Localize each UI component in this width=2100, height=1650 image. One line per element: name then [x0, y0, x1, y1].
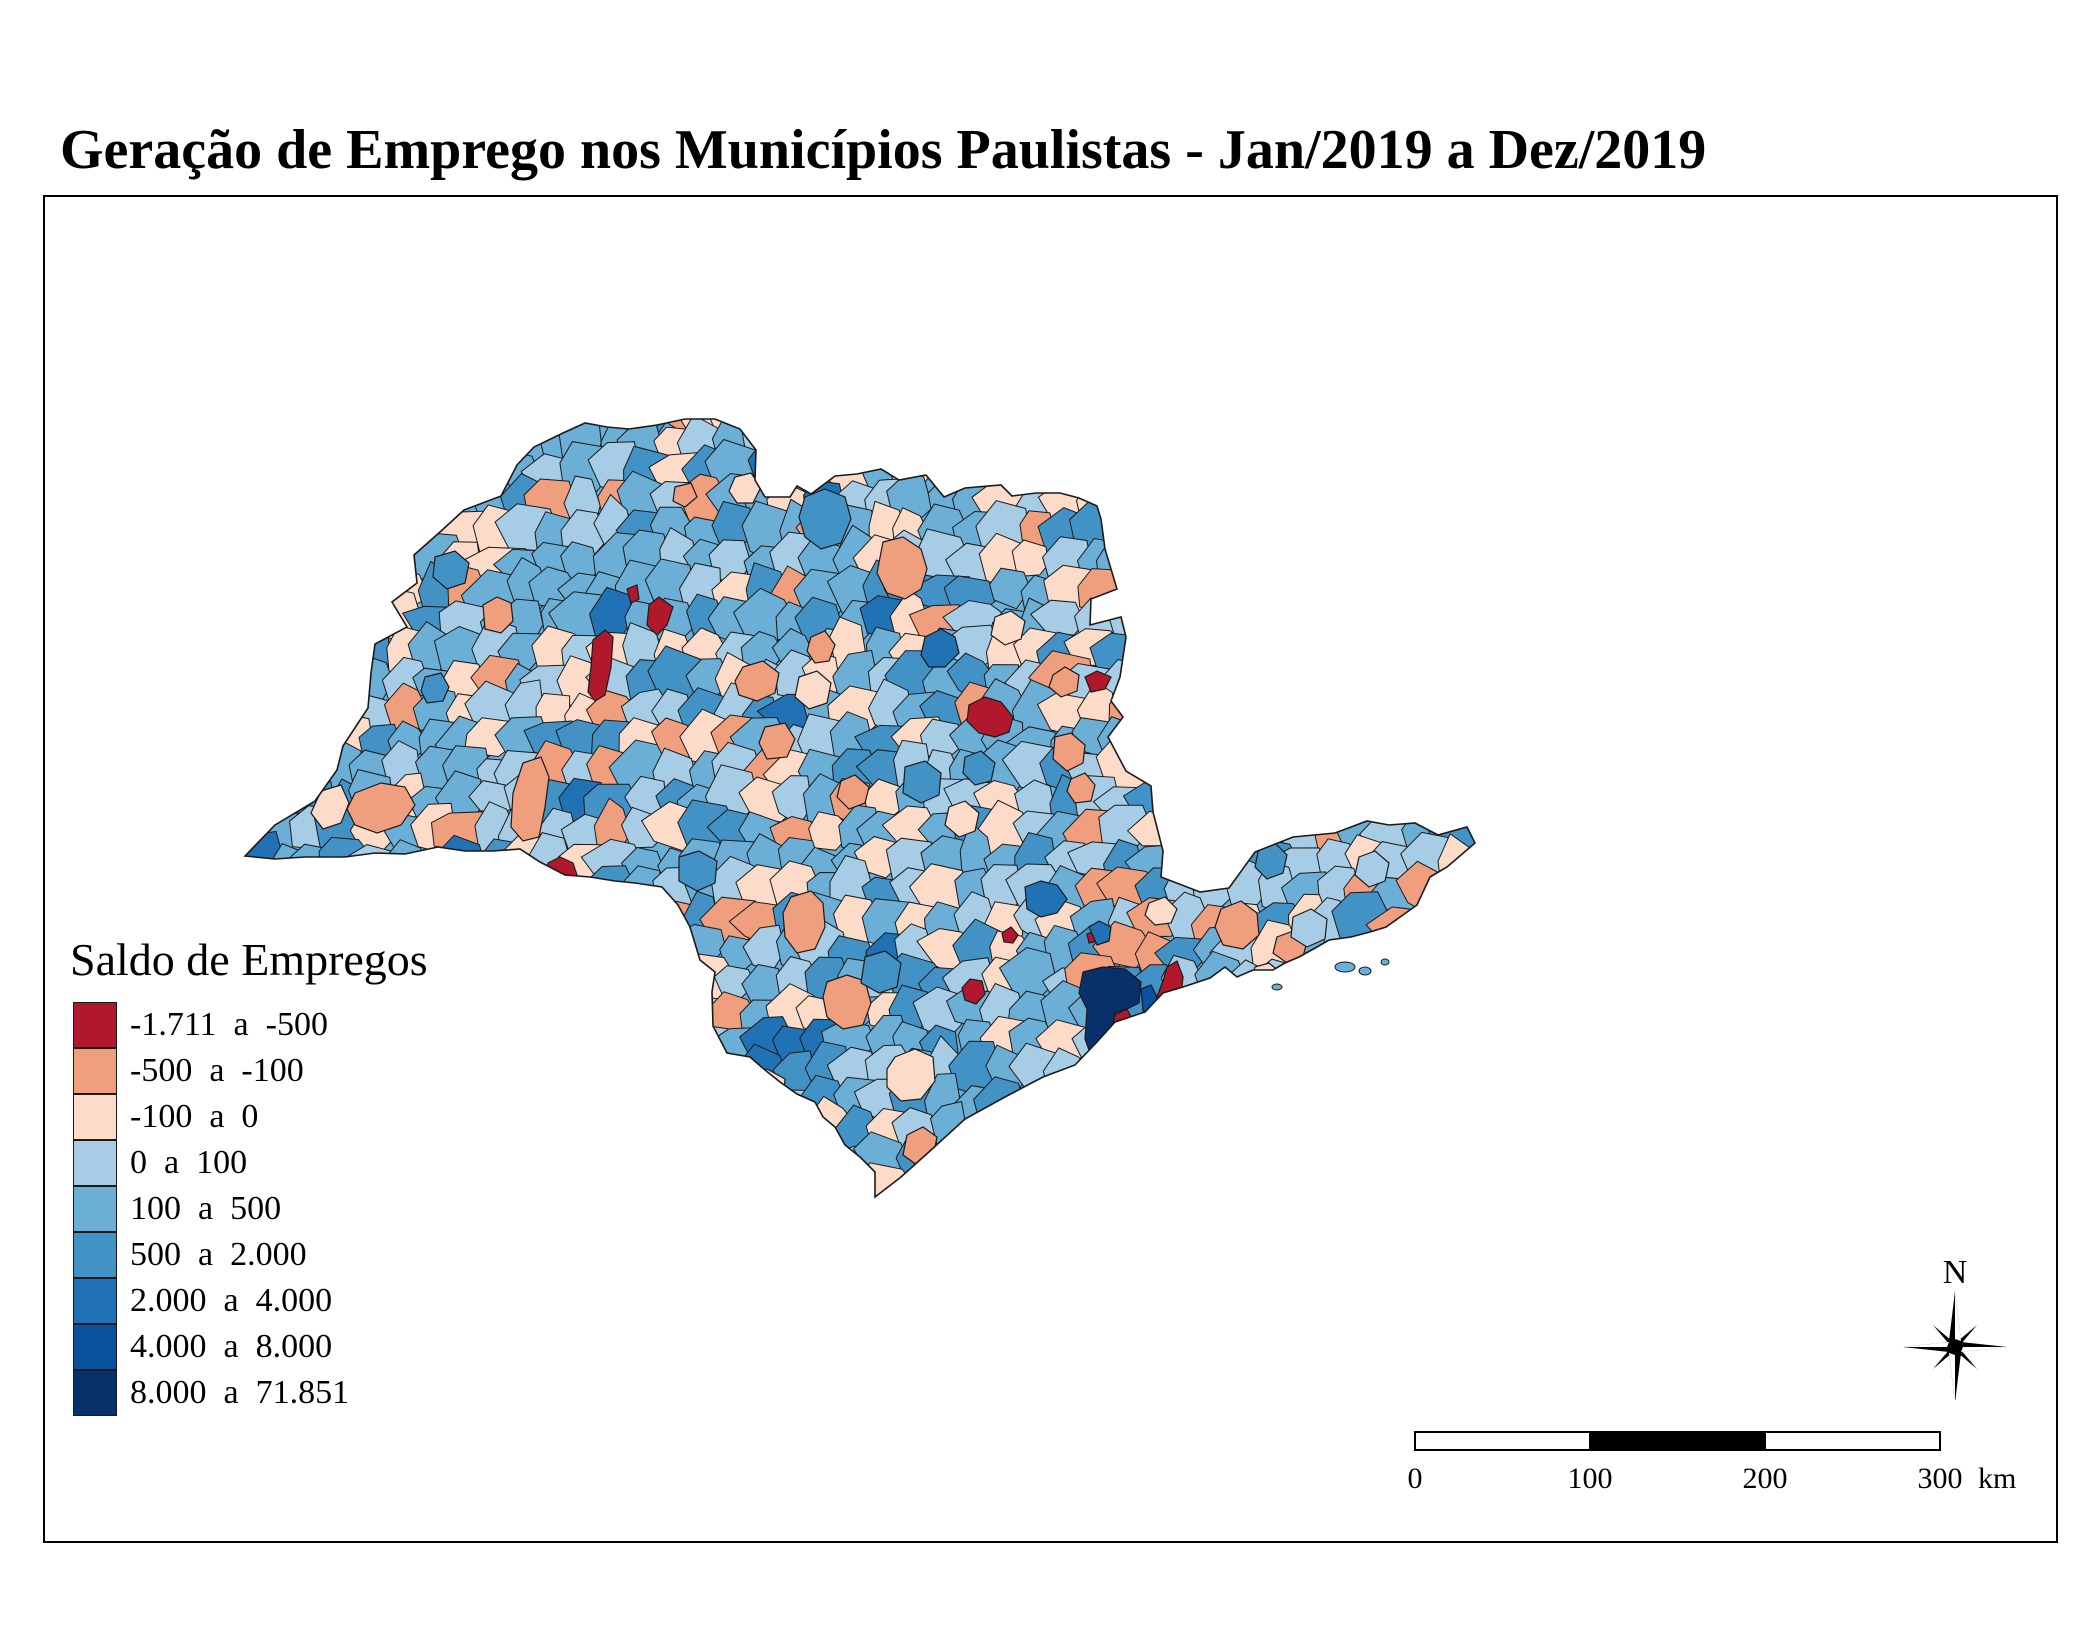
- municipality-highlight: [734, 660, 780, 702]
- legend-label: 4.000 a 8.000: [130, 1328, 333, 1365]
- legend-item: 4.000 a 8.000: [70, 1324, 428, 1370]
- legend-label: -500 a -100: [130, 1052, 304, 1089]
- municipality: [606, 419, 670, 434]
- municipality-highlight: [860, 950, 902, 994]
- legend-label: 500 a 2.000: [130, 1236, 307, 1273]
- municipality-highlight: [1144, 896, 1178, 926]
- municipality-highlight: [1052, 732, 1086, 772]
- scale-unit: km: [1978, 1462, 2016, 1495]
- municipality-highlight: [961, 978, 986, 1005]
- municipality: [1029, 599, 1086, 636]
- compass-rose-icon: [1903, 1291, 2007, 1400]
- scale-tick-200: 200: [1743, 1462, 1788, 1495]
- legend-swatch: [73, 1048, 117, 1094]
- island: [1271, 983, 1283, 991]
- municipality-highlight: [1048, 666, 1080, 698]
- municipality-highlight: [626, 584, 640, 604]
- legend-item: 100 a 500: [70, 1186, 428, 1232]
- map-frame: [43, 195, 2058, 1543]
- municipality-highlight: [894, 1180, 924, 1197]
- municipality-highlight: [1066, 772, 1096, 804]
- legend-item: 500 a 2.000: [70, 1232, 428, 1278]
- municipality: [245, 830, 287, 892]
- island: [1358, 966, 1372, 976]
- municipality-highlight: [794, 670, 832, 710]
- municipality-highlight: [420, 672, 450, 704]
- legend-label: 8.000 a 71.851: [130, 1374, 350, 1411]
- municipality-highlight: [1024, 880, 1068, 918]
- municipality-highlight: [1001, 926, 1019, 944]
- map-legend: Saldo de Empregos -1.711 a -500 -500 a -1…: [70, 930, 428, 1416]
- municipality-highlight: [886, 1048, 936, 1102]
- municipality-highlight: [646, 596, 674, 636]
- north-label: N: [1942, 1254, 1968, 1291]
- legend-swatch: [73, 1232, 117, 1278]
- legend-title: Saldo de Empregos: [70, 934, 428, 985]
- island: [1380, 958, 1390, 966]
- municipality-highlight: [990, 610, 1026, 646]
- legend-item: 8.000 a 71.851: [70, 1370, 428, 1416]
- scale-tick-300: 300: [1918, 1462, 1963, 1495]
- legend-swatch: [73, 1370, 117, 1416]
- municipality-highlight: [798, 488, 852, 550]
- legend-swatch: [73, 1094, 117, 1140]
- legend-swatch: [73, 1324, 117, 1370]
- municipality-highlight: [876, 536, 928, 600]
- legend-item: 2.000 a 4.000: [70, 1278, 428, 1324]
- legend-label: -1.711 a -500: [130, 1006, 328, 1043]
- legend-swatch: [73, 1002, 117, 1048]
- legend-item: -1.711 a -500: [70, 1002, 428, 1048]
- municipality-highlight: [962, 750, 996, 786]
- municipality-highlight: [432, 550, 470, 590]
- legend-swatch: [73, 1278, 117, 1324]
- municipality-highlight: [678, 850, 718, 892]
- municipality-highlight: [822, 974, 872, 1030]
- municipality-highlight: [1084, 670, 1112, 693]
- scale-tick-100: 100: [1568, 1462, 1613, 1495]
- municipality: [1011, 539, 1050, 578]
- scale-bar: 0 100 200 300 km: [1395, 1428, 2045, 1508]
- legend-label: 100 a 500: [130, 1190, 282, 1227]
- legend-label: -100 a 0: [130, 1098, 259, 1135]
- municipality-highlight: [1214, 900, 1260, 950]
- municipality-highlight: [482, 596, 514, 634]
- legend-swatch: [73, 1140, 117, 1186]
- municipality-highlight: [1104, 1058, 1128, 1078]
- choropleth-map: [243, 418, 1476, 1199]
- legend-item: 0 a 100: [70, 1140, 428, 1186]
- municipality-highlight: [806, 630, 836, 664]
- municipality-highlight: [1290, 908, 1328, 948]
- municipality-highlight: [1088, 920, 1112, 946]
- map-title: Geração de Emprego nos Municípios Paulis…: [60, 119, 1707, 181]
- north-arrow: N: [1900, 1255, 2010, 1400]
- municipality: [989, 567, 1031, 610]
- legend-swatch: [73, 1186, 117, 1232]
- scale-tick-0: 0: [1408, 1462, 1423, 1495]
- legend-label: 2.000 a 4.000: [130, 1282, 333, 1319]
- municipality-highlight: [728, 472, 762, 504]
- state-boundary: [243, 418, 1476, 1199]
- municipality-highlight: [1354, 850, 1390, 888]
- state-outline: [243, 418, 1476, 1199]
- municipality-highlight: [944, 800, 980, 838]
- scale-bar-graphic: 0 100 200 300 km: [1408, 1431, 2016, 1495]
- municipality-highlight: [758, 722, 796, 760]
- municipality-highlight: [672, 482, 698, 508]
- municipality-highlight: [346, 782, 416, 834]
- legend-label: 0 a 100: [130, 1144, 248, 1181]
- legend-item: -500 a -100: [70, 1048, 428, 1094]
- municipality-highlight: [836, 774, 870, 810]
- municipality-highlight: [782, 890, 826, 954]
- legend-item: -100 a 0: [70, 1094, 428, 1140]
- municipality-highlight: [587, 629, 614, 702]
- municipality-highlight: [966, 696, 1014, 738]
- municipality-highlight: [902, 760, 942, 804]
- municipality-highlight: [920, 628, 960, 668]
- municipality-highlight: [510, 756, 550, 842]
- island: [1334, 961, 1356, 973]
- municipality-highlight: [310, 784, 350, 830]
